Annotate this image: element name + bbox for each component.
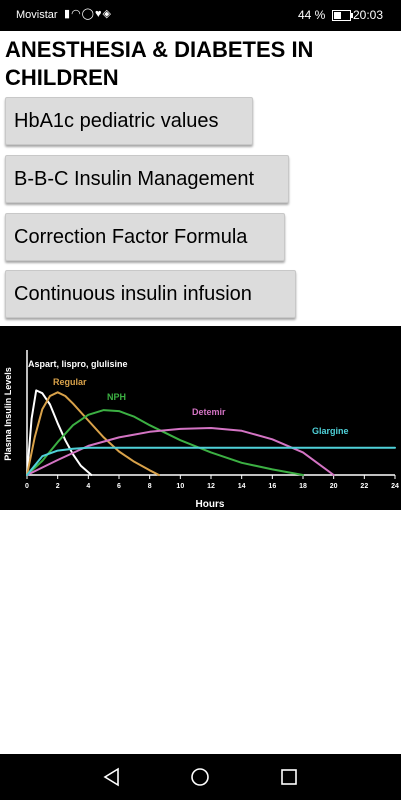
chart-svg: Plasma Insulin Levels Hours 0 2 4 6 8 10 12 14 1… xyxy=(3,350,399,510)
x-tick-label: 24 xyxy=(391,483,399,490)
x-tick-label: 14 xyxy=(238,483,246,490)
recents-icon[interactable] xyxy=(277,765,301,789)
x-tick-label: 18 xyxy=(299,483,307,490)
x-tick-label: 8 xyxy=(148,483,152,490)
home-icon[interactable] xyxy=(188,765,212,789)
correction-factor-formula-button[interactable]: Correction Factor Formula xyxy=(5,213,285,261)
x-tick-label: 6 xyxy=(117,483,121,490)
battery-fill xyxy=(334,12,341,19)
page-title: ANESTHESIA & DIABETES IN CHILDREN xyxy=(5,37,314,90)
wifi-icon: ◠ xyxy=(71,8,82,20)
x-tick-label: 12 xyxy=(207,483,215,490)
status-icons: ▮◠◯♥◈ xyxy=(64,7,112,20)
x-tick-label: 2 xyxy=(56,483,60,490)
status-bar: Movistar ▮◠◯♥◈ 44 % 20:03 xyxy=(0,0,401,31)
health-icon: ♥ xyxy=(94,8,103,20)
carrier-label: Movistar xyxy=(16,9,58,21)
series-line-1 xyxy=(26,391,160,476)
clock: 20:03 xyxy=(353,8,384,22)
series-label-0: Aspart, lispro, glulisine xyxy=(28,359,128,369)
x-tick-label: 4 xyxy=(86,483,90,490)
series-label-3: Detemir xyxy=(192,407,226,417)
navigation-bar xyxy=(0,754,401,800)
insulin-profile-chart: Plasma Insulin Levels Hours 0 2 4 6 8 10 12 14 1… xyxy=(0,326,401,510)
shield-icon: ◈ xyxy=(102,8,112,20)
battery-icon xyxy=(332,10,353,21)
x-tick-label: 16 xyxy=(268,483,276,490)
continuous-insulin-infusion-button[interactable]: Continuous insulin infusion xyxy=(5,270,296,318)
hba1c-pediatric-values-button[interactable]: HbA1c pediatric values xyxy=(5,97,253,145)
x-axis-label: Hours xyxy=(196,499,225,510)
series-line-0 xyxy=(26,389,93,476)
x-tick-label: 20 xyxy=(330,483,338,490)
back-icon[interactable] xyxy=(100,765,124,789)
battery-percent: 44 % xyxy=(298,8,326,22)
series-label-4: Glargine xyxy=(312,426,349,436)
series-line-3 xyxy=(26,427,335,476)
series-line-2 xyxy=(26,409,304,476)
series-label-1: Regular xyxy=(53,377,87,387)
series-label-2: NPH xyxy=(107,392,126,402)
signal-icon: ▮ xyxy=(64,8,72,20)
series-line-4 xyxy=(26,446,396,476)
y-axis-label: Plasma Insulin Levels xyxy=(3,367,13,461)
x-tick-label: 0 xyxy=(25,483,29,490)
x-tick-label: 22 xyxy=(360,483,368,490)
whatsapp-icon: ◯ xyxy=(81,8,95,20)
x-tick-label: 10 xyxy=(176,483,184,490)
bbc-insulin-management-button[interactable]: B-B-C Insulin Management xyxy=(5,155,289,203)
